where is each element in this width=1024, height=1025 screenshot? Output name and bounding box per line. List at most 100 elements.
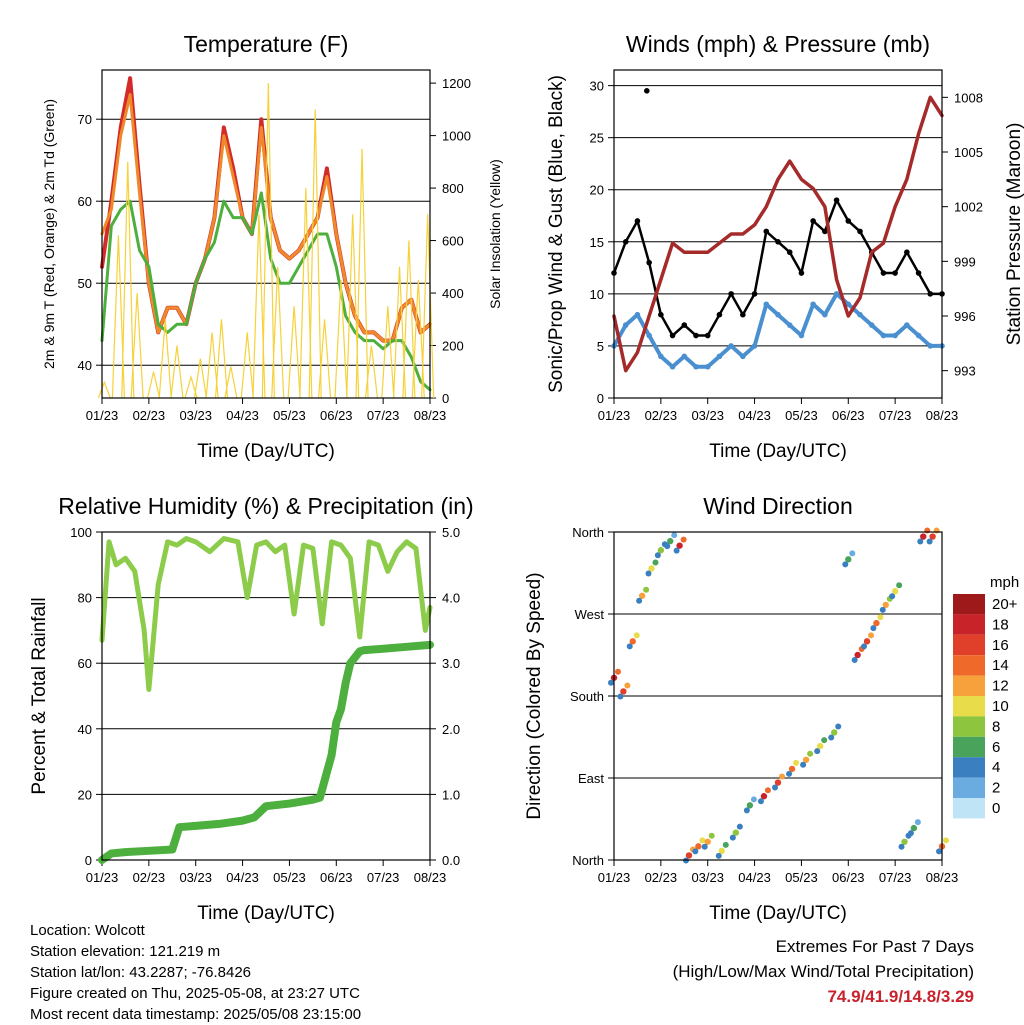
direction-point (870, 625, 877, 632)
y2-tick-label: 0 (442, 391, 449, 406)
direction-point (788, 765, 796, 773)
legend-label: 14 (992, 657, 1009, 674)
wind-point (693, 363, 699, 370)
direction-point (671, 532, 678, 539)
pressure-line (612, 95, 944, 373)
gust-point (857, 228, 863, 235)
x-tick-label: 01/23 (86, 870, 119, 885)
y-tick-label: 60 (78, 656, 92, 671)
direction-point (873, 619, 880, 627)
wind-point (681, 353, 688, 360)
direction-point (891, 588, 899, 595)
direction-point (842, 561, 849, 568)
direction-point (667, 537, 674, 545)
direction-point (757, 798, 764, 805)
direction-point (673, 547, 680, 554)
y2-tick-label: 800 (442, 181, 464, 196)
direction-point (943, 837, 949, 844)
plot-frame (613, 69, 943, 399)
wind-point (716, 353, 723, 360)
x-tick-label: 03/23 (179, 408, 212, 423)
chart-title: Relative Humidity (%) & Precipitation (i… (58, 493, 473, 519)
direction-point (831, 729, 838, 736)
gust-point (904, 249, 910, 256)
direction-point (676, 542, 683, 549)
direction-point (629, 638, 636, 645)
solar-spike (193, 358, 207, 399)
solar-spike (411, 279, 425, 399)
wind-point (763, 301, 770, 308)
direction-point (718, 847, 725, 855)
legend-swatch (953, 594, 985, 615)
solar-spike (346, 214, 360, 399)
legend-label: 18 (992, 616, 1009, 633)
direction-point (615, 668, 621, 675)
y-tick-label: 40 (78, 358, 92, 373)
direction-point (828, 734, 835, 741)
x-tick-label: 01/23 (598, 870, 631, 885)
direction-point (845, 556, 852, 563)
direction-point (779, 773, 785, 780)
station-info: Location: Wolcott Station elevation: 121… (30, 920, 361, 1025)
gust-point (763, 228, 770, 235)
x-tick-label: 08/23 (926, 408, 959, 423)
direction-point (877, 614, 884, 621)
legend-label: 16 (992, 637, 1009, 654)
direction-point (608, 679, 614, 686)
legend-label: 0 (992, 800, 1000, 817)
legend-swatch (953, 777, 985, 798)
plot-frame (613, 531, 943, 861)
direction-point (636, 597, 643, 604)
y2-tick-label: 1008 (954, 90, 983, 105)
solar-spike (381, 306, 395, 399)
x-tick-label: 06/23 (832, 870, 865, 885)
x-tick-label: 06/23 (320, 408, 353, 423)
gust-point (751, 291, 758, 297)
legend-label: 6 (992, 739, 1000, 756)
x-axis-label: Time (Day/UTC) (197, 441, 335, 462)
direction-point (896, 582, 903, 589)
legend-swatch (953, 675, 985, 696)
legend-swatch (953, 614, 985, 635)
gust-point (704, 332, 711, 339)
y2-tick-label: 1002 (954, 200, 983, 215)
y-tick-label: 100 (70, 525, 92, 540)
y-tick-label: 10 (590, 287, 604, 302)
direction-point (680, 536, 687, 543)
y-tick-label: West (575, 607, 605, 622)
x-tick-label: 02/23 (645, 408, 678, 423)
x-tick-label: 03/23 (691, 408, 724, 423)
solar-spike (287, 306, 301, 399)
y2-axis-label: Solar Insolation (Yellow) (487, 159, 503, 309)
direction-point (851, 657, 858, 663)
extremes-values: 74.9/41.9/14.8/3.29 (827, 987, 974, 1006)
direction-point (926, 538, 933, 545)
x-tick-label: 02/23 (133, 408, 166, 423)
direction-point (701, 843, 708, 850)
direction-point (620, 688, 627, 695)
y-tick-label: North (572, 525, 604, 540)
legend-label: 12 (992, 678, 1009, 695)
x-axis-label: Time (Day/UTC) (709, 441, 847, 462)
wind-point (704, 363, 711, 370)
gust-point (693, 332, 699, 339)
wind-point (892, 332, 898, 339)
gust-point (634, 218, 641, 224)
recent-timestamp: Most recent data timestamp: 2025/05/08 2… (30, 1006, 362, 1023)
panel-winds: Winds (mph) & Pressure (mb) 0 5 10 15 20 25 30 9… (546, 31, 1024, 462)
wind-point (833, 291, 840, 297)
direction-point (633, 632, 640, 639)
gust-point (810, 218, 816, 224)
solar-spike (111, 235, 125, 399)
y2-tick-label: 1000 (442, 129, 471, 144)
wind-point (669, 363, 676, 370)
direction-point (699, 837, 706, 844)
solar-spike (299, 188, 313, 399)
direction-point (657, 547, 665, 554)
direction-point (835, 723, 842, 730)
solar-spike (170, 345, 184, 399)
direction-point (617, 693, 624, 700)
x-tick-label: 01/23 (598, 408, 631, 423)
direction-point (704, 838, 711, 845)
solar-spike (121, 161, 135, 399)
